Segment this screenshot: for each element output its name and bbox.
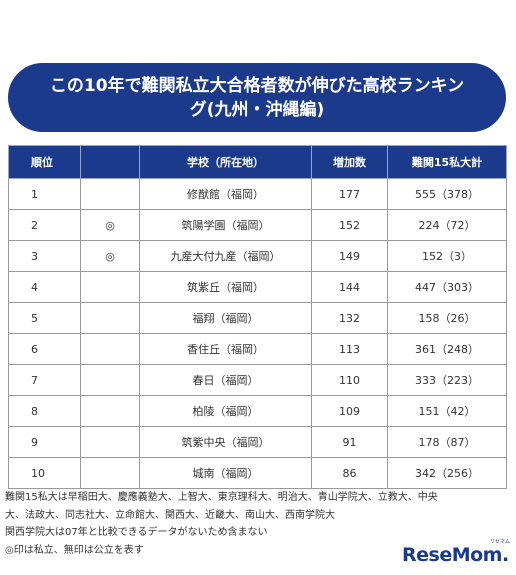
cell-increase: 109 [311,395,388,427]
cell-school: 修猷館（福岡） [139,178,312,210]
table-header-row: 順位 学校（所在地） 増加数 難関15私大計 [8,145,507,179]
footnote-line: 大、法政大、同志社大、立命館大、関西大、近畿大、南山大、西南学院大 [5,509,335,521]
cell-increase: 144 [311,271,388,303]
resemom-logo: リセマム ReseMom. [402,538,512,570]
cell-school: 筑紫丘（福岡） [139,271,312,303]
cell-increase: 86 [311,457,388,489]
cell-school: 筑陽学園（福岡） [139,209,312,241]
table-row: 2 ◎ 筑陽学園（福岡） 152 224（72） [8,209,507,241]
table-row: 9 筑紫中央（福岡） 91 178（87） [8,426,507,458]
table-row: 7 春日（福岡） 110 333（223） [8,364,507,396]
cell-rank: 10 [8,457,81,489]
cell-mark [80,457,140,489]
cell-increase: 91 [311,426,388,458]
cell-school: 香住丘（福岡） [139,333,312,365]
cell-rank: 8 [8,395,81,427]
header-rank: 順位 [8,145,81,179]
table-row: 4 筑紫丘（福岡） 144 447（303） [8,271,507,303]
logo-text: ReseMom. [402,544,509,566]
cell-total: 151（42） [387,395,507,427]
cell-mark [80,271,140,303]
cell-rank: 2 [8,209,81,241]
table-row: 1 修猷館（福岡） 177 555（378） [8,178,507,210]
table-row: 5 福翔（福岡） 132 158（26） [8,302,507,334]
cell-total: 152（3） [387,240,507,272]
cell-mark [80,333,140,365]
footnote-line: 難関15私大は早稲田大、慶應義塾大、上智大、東京理科大、明治大、青山学院大、立教… [5,492,438,503]
cell-rank: 7 [8,364,81,396]
header-school: 学校（所在地） [139,145,312,179]
cell-total: 333（223） [387,364,507,396]
cell-mark [80,395,140,427]
cell-mark [80,364,140,396]
footnote-line: ◎印は私立、無印は公立を表す [5,544,144,556]
logo-subtext: リセマム [489,539,510,545]
cell-increase: 113 [311,333,388,365]
ranking-title-banner: この10年で難関私立大合格者数が伸びた高校ランキング(九州・沖縄編) [8,63,506,132]
cell-mark: ◎ [80,240,140,272]
cell-mark [80,178,140,210]
ranking-title: この10年で難関私立大合格者数が伸びた高校ランキング(九州・沖縄編) [49,75,465,120]
cell-total: 158（26） [387,302,507,334]
header-total: 難関15私大計 [387,145,507,179]
cell-rank: 3 [8,240,81,272]
cell-total: 178（87） [387,426,507,458]
table-row: 6 香住丘（福岡） 113 361（248） [8,333,507,365]
cell-school: 柏陵（福岡） [139,395,312,427]
table-row: 10 城南（福岡） 86 342（256） [8,457,507,489]
cell-total: 447（303） [387,271,507,303]
table-row: 3 ◎ 九産大付九産（福岡） 149 152（3） [8,240,507,272]
cell-total: 361（248） [387,333,507,365]
cell-rank: 1 [8,178,81,210]
cell-increase: 149 [311,240,388,272]
cell-increase: 152 [311,209,388,241]
cell-school: 城南（福岡） [139,457,312,489]
cell-school: 春日（福岡） [139,364,312,396]
cell-mark [80,302,140,334]
cell-rank: 5 [8,302,81,334]
cell-total: 342（256） [387,457,507,489]
cell-mark [80,426,140,458]
header-increase: 増加数 [311,145,388,179]
cell-increase: 177 [311,178,388,210]
cell-school: 福翔（福岡） [139,302,312,334]
cell-school: 筑紫中央（福岡） [139,426,312,458]
ranking-table: 順位 学校（所在地） 増加数 難関15私大計 1 修猷館（福岡） 177 555… [8,145,507,489]
cell-rank: 6 [8,333,81,365]
cell-increase: 110 [311,364,388,396]
cell-increase: 132 [311,302,388,334]
cell-total: 224（72） [387,209,507,241]
footnotes: 難関15私大は早稲田大、慶應義塾大、上智大、東京理科大、明治大、青山学院大、立教… [5,489,515,559]
cell-rank: 4 [8,271,81,303]
table-row: 8 柏陵（福岡） 109 151（42） [8,395,507,427]
cell-mark: ◎ [80,209,140,241]
cell-school: 九産大付九産（福岡） [139,240,312,272]
cell-rank: 9 [8,426,81,458]
header-mark [80,145,140,179]
footnote-line: 関西学院大は07年と比較できるデータがないため含まない [5,527,268,538]
cell-total: 555（378） [387,178,507,210]
